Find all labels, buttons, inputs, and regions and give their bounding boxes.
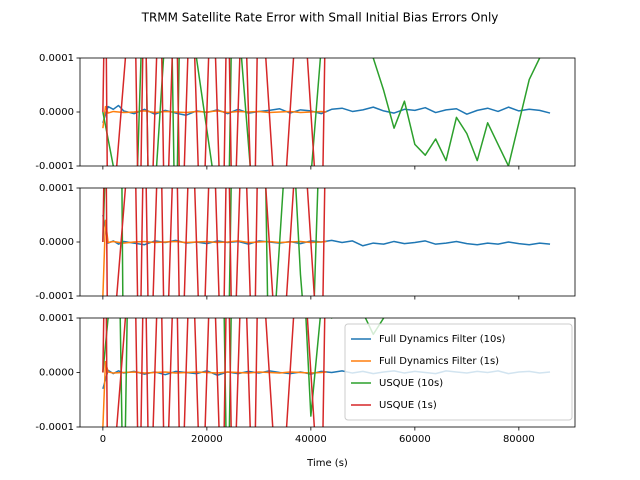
x-tick-label: 0 — [100, 434, 106, 445]
y-tick-label: 0.0001 — [39, 53, 74, 64]
legend-label: Full Dynamics Filter (10s) — [379, 334, 506, 345]
legend-box — [344, 323, 573, 421]
y-tick-label: 0.0001 — [39, 183, 74, 194]
x-tick-label: 80000 — [503, 434, 535, 445]
data-line — [102, 318, 326, 427]
x-axis-label: Time (s) — [306, 458, 348, 469]
data-line — [102, 58, 541, 166]
x-tick-label: 60000 — [399, 434, 431, 445]
y-tick-label: 0.0000 — [39, 107, 74, 118]
y-tick-label: 0.0000 — [39, 237, 74, 248]
legend-label: USQUE (10s) — [379, 378, 443, 389]
plot-area — [102, 188, 551, 296]
y-tick-label: -0.0001 — [35, 422, 74, 433]
chart-title: TRMM Satellite Rate Error with Small Ini… — [141, 11, 499, 25]
y-tick-label: 0.0000 — [39, 368, 74, 379]
data-line — [102, 58, 326, 166]
y-tick-label: 0.0001 — [39, 313, 74, 324]
legend-label: USQUE (1s) — [379, 400, 437, 411]
legend-label: Full Dynamics Filter (1s) — [379, 356, 499, 367]
data-line — [102, 188, 326, 296]
x-tick-label: 40000 — [295, 434, 327, 445]
y-tick-label: -0.0001 — [35, 161, 74, 172]
x-tick-label: 20000 — [191, 434, 223, 445]
plot-area — [102, 58, 551, 166]
y-tick-label: -0.0001 — [35, 291, 74, 302]
